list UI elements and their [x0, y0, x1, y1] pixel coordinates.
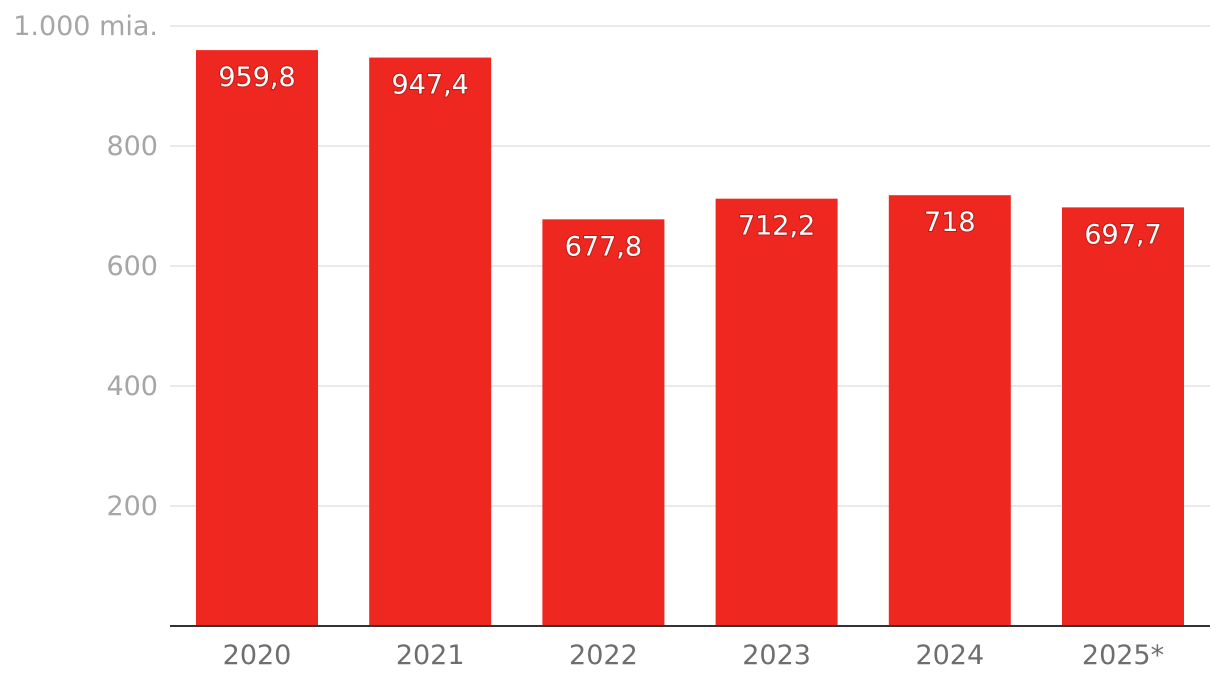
bar [369, 57, 492, 627]
gridlines [170, 25, 1210, 507]
y-tick-label: 1.000 mia. [13, 11, 158, 42]
x-axis-tick-labels: 2020 2021 2022 2023 2024 2025* [223, 640, 1164, 671]
y-tick-label: 400 [106, 371, 158, 402]
bar [542, 219, 665, 626]
x-tick-label: 2021 [396, 640, 465, 671]
bar [888, 195, 1011, 626]
bar [196, 50, 318, 627]
bars [196, 50, 1184, 627]
bar-value-label: 947,4 [392, 70, 469, 101]
x-tick-label: 2022 [569, 640, 638, 671]
x-tick-label: 2023 [742, 640, 811, 671]
bar-value-label: 712,2 [738, 211, 815, 242]
y-tick-label: 600 [106, 251, 158, 282]
bar-value-label: 677,8 [565, 231, 642, 262]
bar [715, 198, 838, 626]
bar-value-label: 718 [924, 207, 976, 238]
bar [1062, 207, 1184, 626]
x-tick-label: 2020 [223, 640, 292, 671]
y-tick-label: 800 [106, 131, 158, 162]
bar-value-label: 959,8 [218, 62, 295, 93]
bar-value-label: 697,7 [1084, 219, 1161, 250]
bar-value-labels: 959,8 947,4 677,8 712,2 718 697,7 [217, 61, 1162, 263]
x-tick-label: 2024 [915, 640, 984, 671]
y-axis-tick-labels: 200 400 600 800 1.000 mia. [13, 11, 158, 522]
y-tick-label: 200 [106, 491, 158, 522]
x-tick-label: 2025* [1082, 640, 1164, 671]
